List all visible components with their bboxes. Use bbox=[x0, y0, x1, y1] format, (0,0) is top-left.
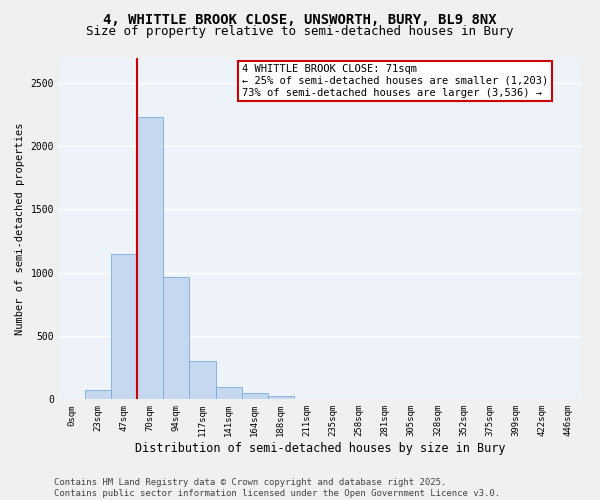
Bar bbox=[137, 117, 163, 400]
Bar bbox=[242, 393, 268, 400]
Text: 4, WHITTLE BROOK CLOSE, UNSWORTH, BURY, BL9 8NX: 4, WHITTLE BROOK CLOSE, UNSWORTH, BURY, … bbox=[103, 12, 497, 26]
Bar bbox=[85, 390, 111, 400]
X-axis label: Distribution of semi-detached houses by size in Bury: Distribution of semi-detached houses by … bbox=[135, 442, 505, 455]
Text: Size of property relative to semi-detached houses in Bury: Size of property relative to semi-detach… bbox=[86, 25, 514, 38]
Y-axis label: Number of semi-detached properties: Number of semi-detached properties bbox=[15, 122, 25, 334]
Bar bbox=[268, 396, 294, 400]
Bar bbox=[163, 276, 190, 400]
Bar bbox=[215, 386, 242, 400]
Text: 4 WHITTLE BROOK CLOSE: 71sqm
← 25% of semi-detached houses are smaller (1,203)
7: 4 WHITTLE BROOK CLOSE: 71sqm ← 25% of se… bbox=[242, 64, 548, 98]
Bar bbox=[190, 360, 215, 400]
Text: Contains HM Land Registry data © Crown copyright and database right 2025.
Contai: Contains HM Land Registry data © Crown c… bbox=[54, 478, 500, 498]
Bar bbox=[111, 254, 137, 400]
